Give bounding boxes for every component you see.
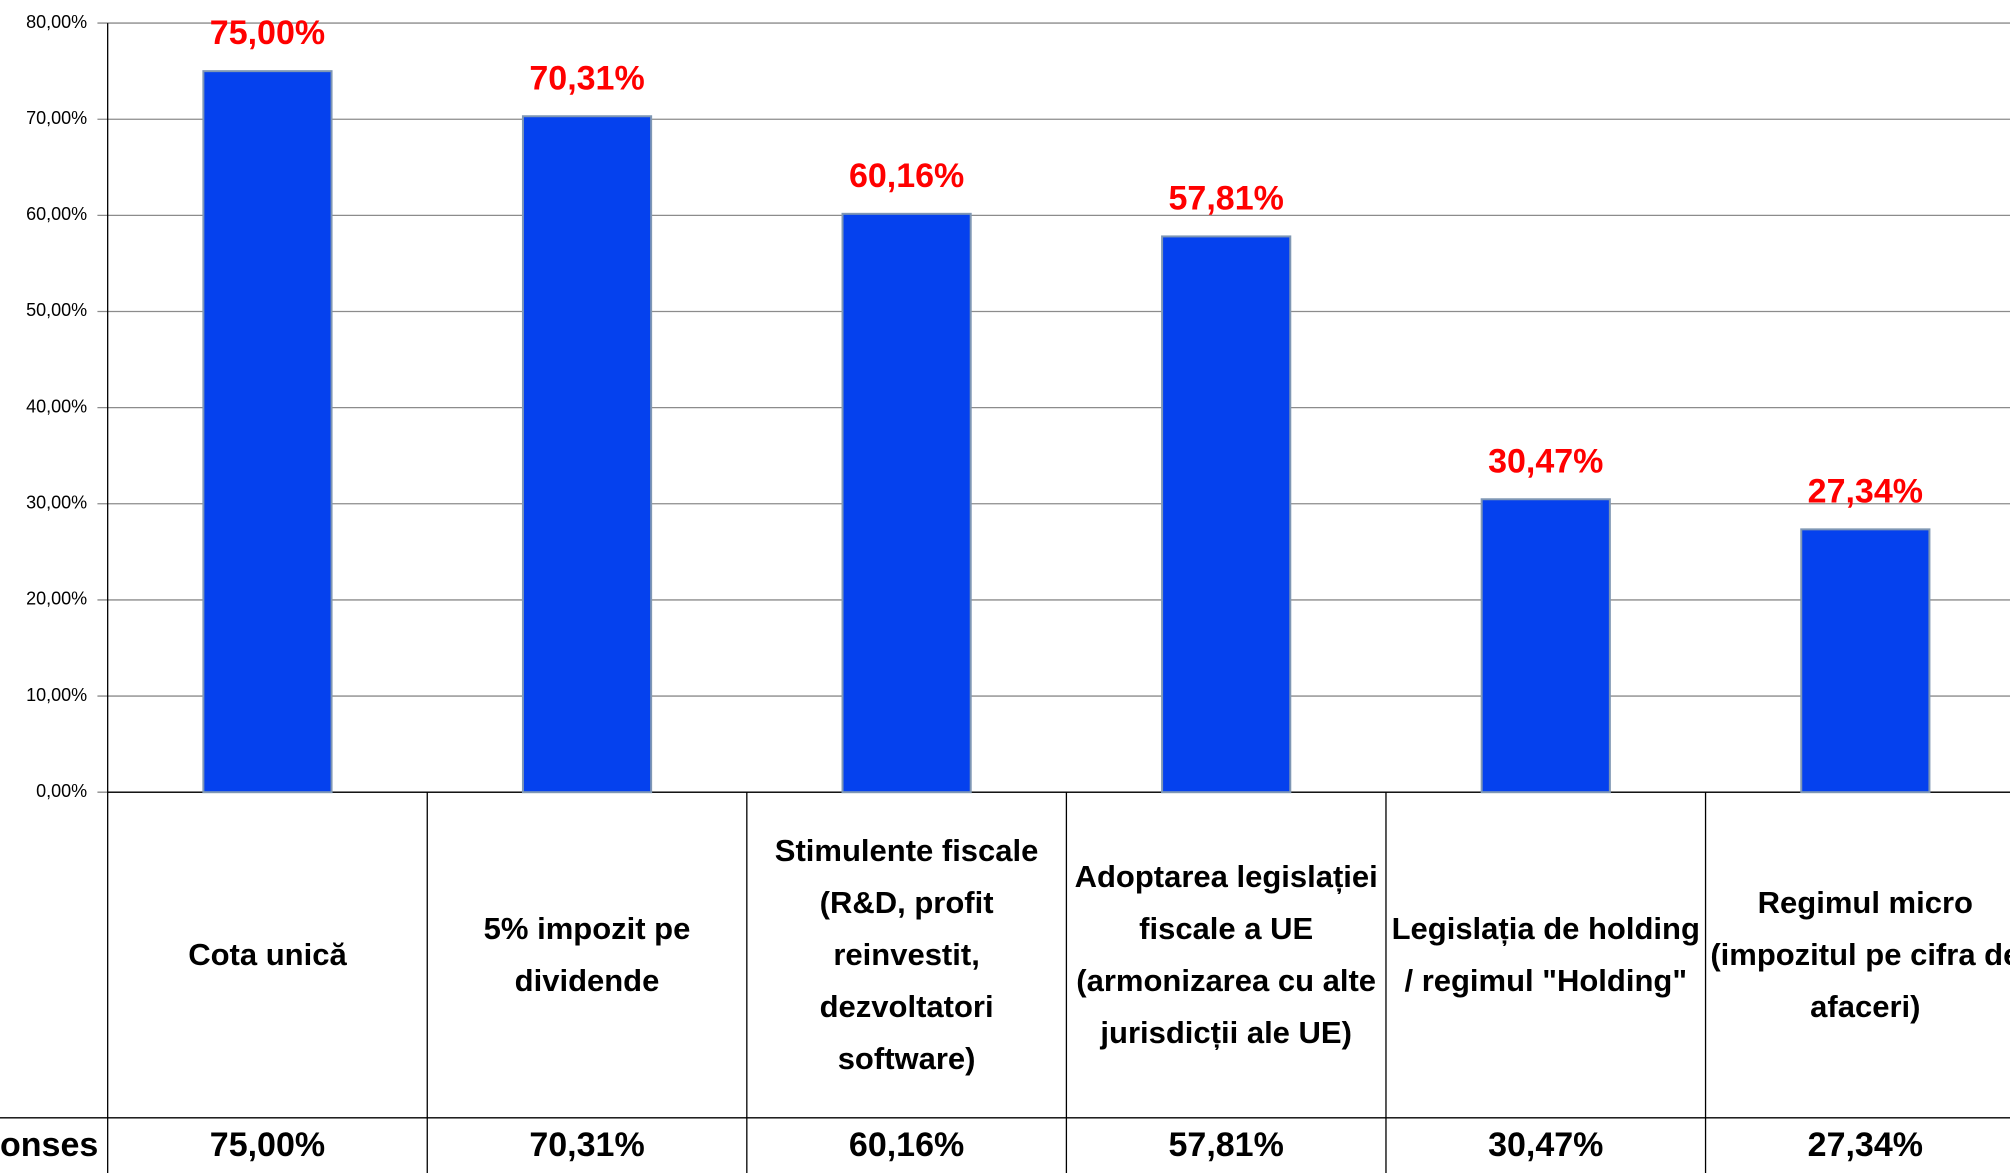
- x-tick-label: Stimulente fiscale (R&D, profit reinvest…: [774, 833, 1039, 1076]
- y-tick-label: 0,00%: [36, 781, 87, 801]
- data-label: 27,34%: [1808, 472, 1923, 510]
- x-tick-label: Legislația de holding / regimul "Holding…: [1391, 911, 1700, 998]
- y-tick-label: 50,00%: [26, 300, 87, 320]
- bar: [521, 115, 653, 794]
- y-tick-label: 20,00%: [26, 589, 87, 609]
- y-tick-label: 40,00%: [26, 396, 87, 416]
- x-tick-label: 5% impozit pe dividende: [483, 911, 691, 998]
- x-tick-label: Cota unică: [188, 937, 347, 972]
- table-value: 30,47%: [1488, 1125, 1604, 1164]
- data-label: 60,16%: [849, 157, 964, 195]
- x-tick-label: Adoptarea legislației fiscale a UE (armo…: [1074, 859, 1378, 1050]
- table-value: 57,81%: [1168, 1125, 1284, 1164]
- x-tick-label: Regimul micro (impozitul pe cifra de afa…: [1710, 885, 2010, 1024]
- y-tick-label: 10,00%: [26, 685, 87, 705]
- data-label: 70,31%: [529, 59, 644, 97]
- table-value: 75,00%: [209, 1125, 326, 1164]
- table-value: 27,34%: [1807, 1125, 1923, 1164]
- bar: [1800, 528, 1931, 794]
- legend-label: onses: [0, 1125, 99, 1164]
- table-value: 70,31%: [529, 1125, 645, 1164]
- y-tick-label: 30,00%: [26, 493, 87, 513]
- bar: [202, 70, 333, 794]
- bar: [841, 212, 972, 794]
- y-tick-label: 60,00%: [26, 204, 87, 224]
- data-label: 75,00%: [210, 14, 325, 52]
- y-tick-label: 70,00%: [26, 108, 87, 128]
- bar: [1480, 498, 1611, 794]
- data-label: 30,47%: [1488, 442, 1603, 480]
- data-label: 57,81%: [1169, 180, 1284, 218]
- table-value: 60,16%: [848, 1125, 965, 1164]
- y-tick-label: 80,00%: [26, 12, 87, 32]
- bar: [1161, 235, 1292, 794]
